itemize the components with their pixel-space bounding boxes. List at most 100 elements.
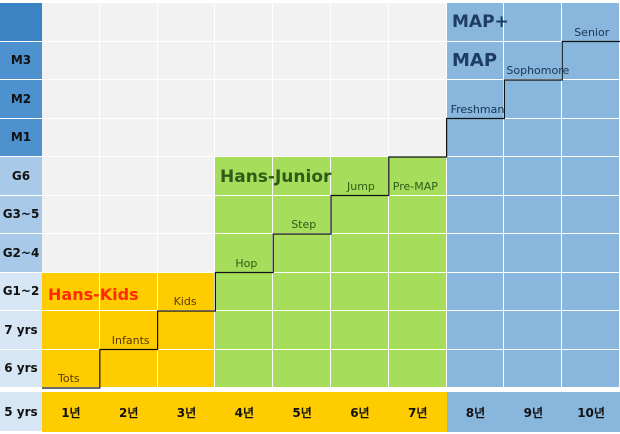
row-label: G1~2 bbox=[0, 272, 42, 311]
grid-cell bbox=[504, 80, 563, 119]
grid-cell bbox=[562, 157, 620, 196]
grid-cell bbox=[446, 157, 505, 196]
grid-cell bbox=[157, 349, 216, 388]
grid-cell bbox=[504, 3, 563, 42]
row-label: M3 bbox=[0, 41, 42, 80]
grid-cell bbox=[504, 272, 563, 311]
grid-cell bbox=[99, 118, 158, 157]
grid-cell bbox=[157, 41, 216, 80]
grid-cell bbox=[215, 195, 274, 234]
year-label: 7년 bbox=[388, 392, 447, 432]
row-label: M1 bbox=[0, 118, 42, 157]
level-label: Kids bbox=[173, 295, 197, 308]
grid-cell bbox=[99, 3, 158, 42]
grid-cell bbox=[331, 349, 389, 388]
grid-cell bbox=[504, 118, 563, 157]
row-label: M2 bbox=[0, 80, 42, 119]
grid-cell bbox=[215, 3, 274, 42]
grid-cell bbox=[388, 80, 447, 119]
grid-cell bbox=[157, 80, 216, 119]
grid-cell bbox=[273, 349, 331, 388]
grid-cell bbox=[331, 118, 389, 157]
grid-cell bbox=[157, 195, 216, 234]
grid-cell bbox=[273, 80, 331, 119]
level-label: Step bbox=[291, 218, 317, 231]
grid-cell bbox=[331, 195, 389, 234]
level-label: Pre-MAP bbox=[392, 179, 438, 193]
grid-cell bbox=[157, 157, 216, 196]
grid-cell bbox=[215, 311, 274, 350]
grid-cell bbox=[215, 272, 274, 311]
grid-cell bbox=[42, 195, 100, 234]
grid-cell bbox=[331, 234, 389, 273]
grid-cell bbox=[388, 41, 447, 80]
grid-cell bbox=[331, 311, 389, 350]
program-name: Hans-Junior bbox=[220, 167, 332, 187]
year-label: 9년 bbox=[504, 392, 563, 432]
year-label: 5년 bbox=[273, 392, 331, 432]
row-label: G3~5 bbox=[0, 195, 42, 234]
grid-cell bbox=[446, 311, 505, 350]
grid-cell bbox=[562, 41, 620, 80]
grid-cell bbox=[562, 195, 620, 234]
year-label: 4년 bbox=[215, 392, 274, 432]
level-label: Hop bbox=[235, 256, 258, 270]
grid-cell bbox=[331, 80, 389, 119]
year-label: 1년 bbox=[42, 392, 100, 432]
grid-cell bbox=[446, 349, 505, 388]
grid-cell bbox=[562, 234, 620, 273]
row-label: G2~4 bbox=[0, 234, 42, 273]
grid-cell bbox=[446, 272, 505, 311]
grid-cell bbox=[331, 41, 389, 80]
level-label: Senior bbox=[574, 25, 610, 39]
grid-cell bbox=[388, 195, 447, 234]
grid-cell bbox=[273, 118, 331, 157]
year-label: 10년 bbox=[562, 392, 620, 432]
grid-cell bbox=[157, 3, 216, 42]
grid-cell bbox=[504, 349, 563, 388]
grid-cell bbox=[99, 41, 158, 80]
grid-cell bbox=[42, 234, 100, 273]
grid-cell bbox=[157, 311, 216, 350]
grid-cell bbox=[504, 195, 563, 234]
row-label: 5 yrs bbox=[0, 392, 42, 432]
grid-cell bbox=[388, 272, 447, 311]
grid-cell bbox=[215, 349, 274, 388]
grid-cell bbox=[562, 80, 620, 119]
grid-cell bbox=[215, 41, 274, 80]
grid-cell bbox=[562, 349, 620, 388]
row-label: G6 bbox=[0, 157, 42, 196]
row-label: 7 yrs bbox=[0, 311, 42, 350]
grid-cell bbox=[42, 157, 100, 196]
grid-cell bbox=[331, 3, 389, 42]
grid-cell bbox=[562, 311, 620, 350]
level-label: Sophomore bbox=[506, 64, 570, 77]
grid-cell bbox=[215, 118, 274, 157]
grid-cell bbox=[99, 195, 158, 234]
grid-cell bbox=[42, 41, 100, 80]
grid-cell bbox=[504, 234, 563, 273]
corner-cell bbox=[0, 3, 42, 42]
program-name: MAP+ bbox=[452, 12, 509, 32]
grid-cell bbox=[99, 349, 158, 388]
grid-cell bbox=[388, 234, 447, 273]
grid-cell bbox=[388, 311, 447, 350]
year-label: 3년 bbox=[157, 392, 216, 432]
grid-cell bbox=[504, 157, 563, 196]
grid-cell bbox=[273, 311, 331, 350]
grid-cell bbox=[388, 349, 447, 388]
row-label: 6 yrs bbox=[0, 349, 42, 388]
grid-cell bbox=[446, 118, 505, 157]
grid-cell bbox=[99, 80, 158, 119]
grid-cell bbox=[388, 3, 447, 42]
grid-cell bbox=[273, 3, 331, 42]
program-name: Hans-Kids bbox=[48, 285, 139, 304]
grid-cell bbox=[215, 80, 274, 119]
grid-cell bbox=[388, 118, 447, 157]
grid-cell bbox=[99, 157, 158, 196]
level-label: Infants bbox=[111, 333, 150, 347]
program-name: MAP bbox=[452, 50, 498, 71]
grid-cell bbox=[562, 118, 620, 157]
grid-cell bbox=[331, 272, 389, 311]
